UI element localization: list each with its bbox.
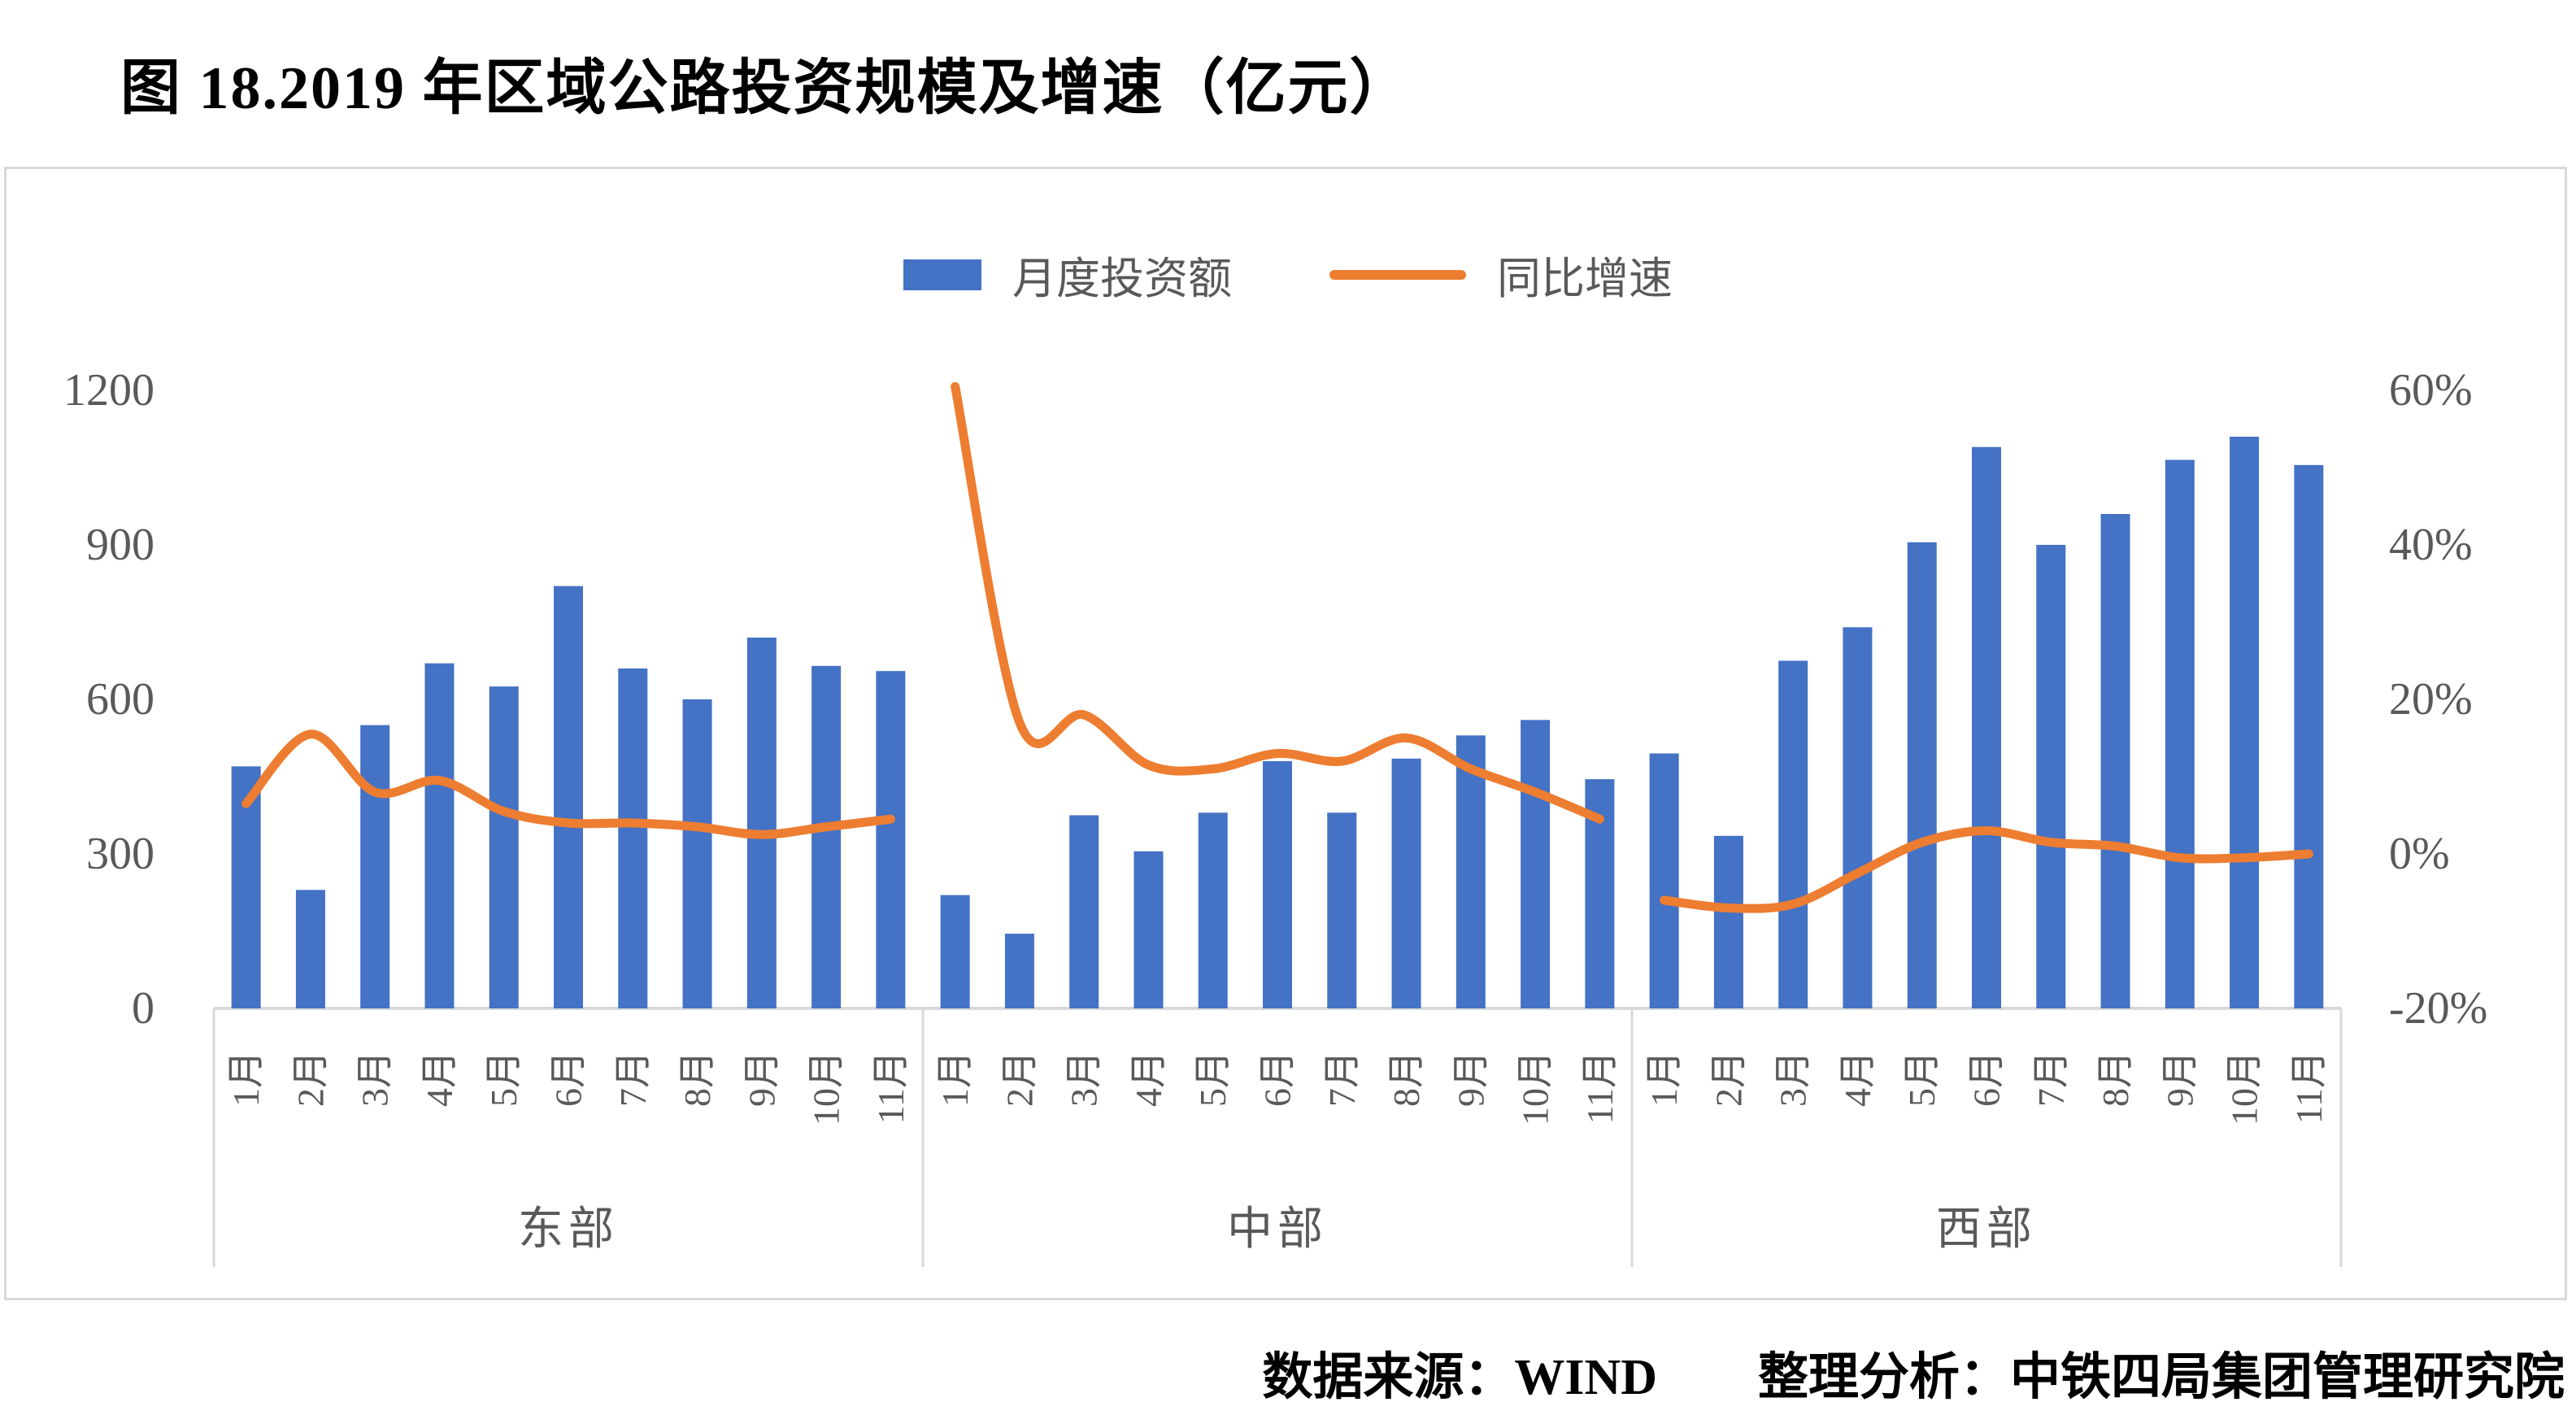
bar-西部-6月 [1972, 446, 2001, 1008]
month-label-东部-9月: 9月 [741, 1051, 782, 1107]
month-label-东部-6月: 6月 [548, 1051, 590, 1107]
left-axis-tick: 1200 [63, 365, 154, 416]
month-label-西部-6月: 6月 [1966, 1051, 2008, 1107]
bar-series-swatch [903, 259, 981, 290]
bar-东部-11月 [876, 671, 906, 1008]
bar-西部-11月 [2294, 464, 2324, 1008]
bar-东部-9月 [746, 638, 777, 1008]
bar-西部-3月 [1778, 660, 1808, 1008]
right-axis-tick: 0% [2389, 829, 2450, 879]
bar-西部-2月 [1713, 835, 1743, 1008]
left-axis-tick: 900 [86, 520, 154, 570]
month-label-东部-4月: 4月 [419, 1051, 460, 1107]
month-label-东部-1月: 1月 [225, 1051, 267, 1107]
month-label-东部-11月: 11月 [870, 1051, 912, 1124]
bar-西部-10月 [2230, 437, 2260, 1008]
right-axis-tick: -20% [2389, 983, 2487, 1034]
bar-中部-7月 [1327, 812, 1357, 1008]
bar-中部-2月 [1004, 934, 1034, 1008]
month-label-西部-5月: 5月 [1901, 1051, 1943, 1107]
bar-东部-3月 [360, 725, 390, 1008]
month-label-西部-2月: 2月 [1708, 1051, 1749, 1107]
region-label-西部: 西部 [1936, 1204, 2037, 1255]
bar-中部-5月 [1198, 812, 1228, 1008]
bar-中部-1月 [940, 895, 970, 1008]
bar-西部-7月 [2036, 545, 2066, 1008]
bar-东部-5月 [489, 686, 519, 1008]
legend-item-bar: 月度投资额 [903, 242, 1232, 307]
bar-东部-6月 [554, 586, 583, 1008]
bar-东部-8月 [682, 699, 712, 1008]
month-label-东部-3月: 3月 [355, 1051, 396, 1107]
legend-item-line: 同比增速 [1329, 242, 1673, 307]
bar-西部-9月 [2165, 459, 2195, 1008]
left-axis-tick: 300 [86, 829, 154, 879]
left-axis-tick: 600 [86, 674, 154, 725]
bar-东部-7月 [618, 668, 648, 1008]
month-label-中部-2月: 2月 [999, 1051, 1040, 1107]
month-label-中部-5月: 5月 [1192, 1051, 1234, 1107]
month-label-中部-9月: 9月 [1450, 1051, 1491, 1107]
region-label-中部: 中部 [1227, 1204, 1328, 1255]
region-label-东部: 东部 [518, 1204, 619, 1255]
month-label-西部-4月: 4月 [1837, 1051, 1878, 1107]
month-label-西部-3月: 3月 [1773, 1051, 1814, 1107]
growth-line-东部 [242, 729, 895, 839]
month-label-西部-9月: 9月 [2159, 1051, 2200, 1107]
right-axis-tick: 60% [2389, 365, 2473, 416]
month-label-东部-2月: 2月 [289, 1051, 331, 1107]
bar-中部-4月 [1134, 851, 1164, 1008]
chart-title: 图 18.2019 年区域公路投资规模及增速（亿元） [120, 55, 1412, 122]
bar-中部-9月 [1456, 735, 1486, 1008]
month-label-中部-4月: 4月 [1128, 1051, 1169, 1107]
bar-西部-4月 [1843, 627, 1873, 1008]
month-label-东部-10月: 10月 [806, 1051, 847, 1125]
right-axis-tick: 40% [2389, 520, 2473, 570]
month-label-中部-11月: 11月 [1579, 1051, 1621, 1124]
bar-中部-6月 [1263, 761, 1292, 1008]
bar-东部-2月 [295, 890, 325, 1008]
month-label-中部-1月: 1月 [934, 1051, 976, 1107]
growth-line-西部 [1660, 826, 2313, 913]
bar-西部-8月 [2100, 514, 2130, 1008]
bar-东部-10月 [812, 665, 842, 1008]
bar-东部-4月 [424, 663, 455, 1008]
line-series-swatch [1329, 269, 1466, 280]
month-label-中部-10月: 10月 [1515, 1051, 1556, 1125]
bar-中部-8月 [1391, 758, 1421, 1008]
bar-西部-1月 [1649, 753, 1679, 1008]
month-label-东部-7月: 7月 [612, 1051, 654, 1107]
month-label-东部-5月: 5月 [483, 1051, 524, 1107]
left-axis-tick: 0 [132, 983, 154, 1034]
right-axis-tick: 20% [2389, 674, 2473, 725]
bar-中部-3月 [1069, 815, 1099, 1008]
source-note: 数据来源：WIND 整理分析：中铁四局集团管理研究院 [1262, 1350, 2565, 1405]
bar-西部-5月 [1907, 542, 1937, 1008]
line-series-label: 同比增速 [1497, 255, 1673, 303]
bar-中部-10月 [1521, 720, 1551, 1008]
month-label-西部-10月: 10月 [2224, 1051, 2265, 1125]
growth-line-中部 [951, 381, 1604, 824]
month-label-西部-1月: 1月 [1643, 1051, 1685, 1107]
month-label-东部-8月: 8月 [677, 1051, 718, 1107]
legend: 月度投资额 同比增速 [0, 242, 2576, 307]
bar-series-label: 月度投资额 [1012, 255, 1232, 303]
month-label-西部-8月: 8月 [2095, 1051, 2136, 1107]
month-label-中部-8月: 8月 [1386, 1051, 1427, 1107]
month-label-中部-7月: 7月 [1321, 1051, 1363, 1107]
month-label-中部-6月: 6月 [1257, 1051, 1299, 1107]
month-label-西部-11月: 11月 [2288, 1051, 2330, 1124]
month-label-西部-7月: 7月 [2030, 1051, 2072, 1107]
month-label-中部-3月: 3月 [1064, 1051, 1105, 1107]
